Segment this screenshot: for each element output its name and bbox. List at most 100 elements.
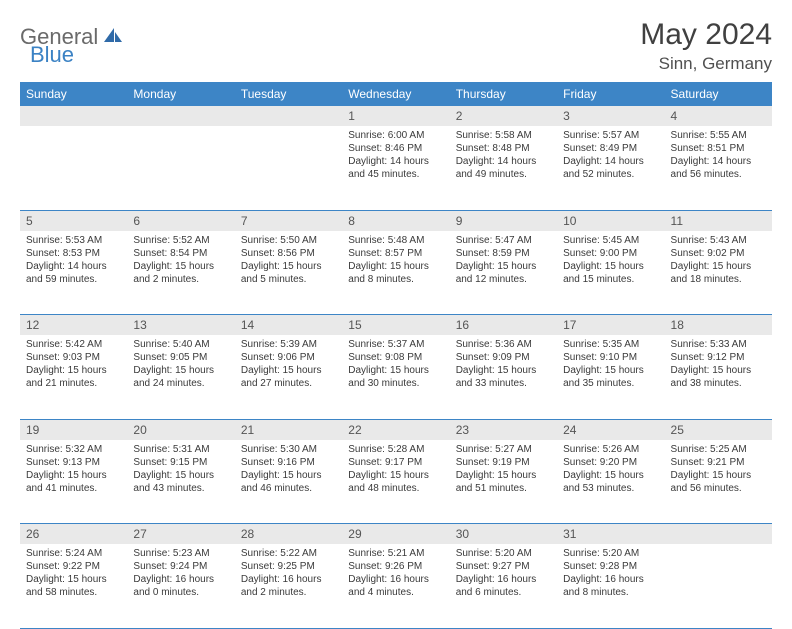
day-details: Sunrise: 5:27 AMSunset: 9:19 PMDaylight:…: [450, 440, 557, 499]
daylight-line: Daylight: 15 hours and 46 minutes.: [241, 469, 336, 495]
sunset-line: Sunset: 8:54 PM: [133, 247, 228, 260]
sunset-line: Sunset: 9:17 PM: [348, 456, 443, 469]
day-cell: [235, 126, 342, 210]
sunrise-line: Sunrise: 5:36 AM: [456, 338, 551, 351]
day-number-cell: 25: [665, 419, 772, 440]
day-number: 22: [342, 420, 449, 440]
day-number: 28: [235, 524, 342, 544]
day-cell: [665, 544, 772, 628]
day-number-cell: 16: [450, 315, 557, 336]
day-number-cell: [20, 106, 127, 126]
week-row: Sunrise: 5:24 AMSunset: 9:22 PMDaylight:…: [20, 544, 772, 628]
sunset-line: Sunset: 9:09 PM: [456, 351, 551, 364]
daylight-line: Daylight: 15 hours and 5 minutes.: [241, 260, 336, 286]
day-cell: Sunrise: 5:31 AMSunset: 9:15 PMDaylight:…: [127, 440, 234, 524]
daylight-line: Daylight: 15 hours and 43 minutes.: [133, 469, 228, 495]
sunset-line: Sunset: 9:10 PM: [563, 351, 658, 364]
week-row: Sunrise: 5:53 AMSunset: 8:53 PMDaylight:…: [20, 231, 772, 315]
day-number-cell: 31: [557, 524, 664, 545]
day-number: 29: [342, 524, 449, 544]
sunrise-line: Sunrise: 5:39 AM: [241, 338, 336, 351]
day-cell: Sunrise: 5:57 AMSunset: 8:49 PMDaylight:…: [557, 126, 664, 210]
daylight-line: Daylight: 15 hours and 48 minutes.: [348, 469, 443, 495]
sunset-line: Sunset: 9:08 PM: [348, 351, 443, 364]
day-details: Sunrise: 5:57 AMSunset: 8:49 PMDaylight:…: [557, 126, 664, 185]
daylight-line: Daylight: 15 hours and 15 minutes.: [563, 260, 658, 286]
day-number: [127, 106, 234, 126]
sunrise-line: Sunrise: 5:30 AM: [241, 443, 336, 456]
day-number-cell: 30: [450, 524, 557, 545]
day-cell: Sunrise: 5:28 AMSunset: 9:17 PMDaylight:…: [342, 440, 449, 524]
day-cell: Sunrise: 5:20 AMSunset: 9:28 PMDaylight:…: [557, 544, 664, 628]
daylight-line: Daylight: 15 hours and 41 minutes.: [26, 469, 121, 495]
day-cell: Sunrise: 5:47 AMSunset: 8:59 PMDaylight:…: [450, 231, 557, 315]
day-number-cell: 14: [235, 315, 342, 336]
sunset-line: Sunset: 9:20 PM: [563, 456, 658, 469]
day-details: Sunrise: 5:32 AMSunset: 9:13 PMDaylight:…: [20, 440, 127, 499]
logo-sail-icon: [102, 26, 124, 49]
logo-text-blue: Blue: [30, 42, 74, 68]
weekday-header: Monday: [127, 82, 234, 106]
day-details: Sunrise: 5:42 AMSunset: 9:03 PMDaylight:…: [20, 335, 127, 394]
day-cell: Sunrise: 5:53 AMSunset: 8:53 PMDaylight:…: [20, 231, 127, 315]
daylight-line: Daylight: 14 hours and 45 minutes.: [348, 155, 443, 181]
weekday-header: Friday: [557, 82, 664, 106]
day-cell: Sunrise: 5:48 AMSunset: 8:57 PMDaylight:…: [342, 231, 449, 315]
day-cell: Sunrise: 5:25 AMSunset: 9:21 PMDaylight:…: [665, 440, 772, 524]
day-number: [235, 106, 342, 126]
daylight-line: Daylight: 15 hours and 51 minutes.: [456, 469, 551, 495]
sunset-line: Sunset: 9:02 PM: [671, 247, 766, 260]
day-number: 21: [235, 420, 342, 440]
day-number: 6: [127, 211, 234, 231]
sunrise-line: Sunrise: 5:42 AM: [26, 338, 121, 351]
day-number: 4: [665, 106, 772, 126]
sunrise-line: Sunrise: 5:48 AM: [348, 234, 443, 247]
day-number: 30: [450, 524, 557, 544]
day-details: Sunrise: 5:45 AMSunset: 9:00 PMDaylight:…: [557, 231, 664, 290]
daylight-line: Daylight: 15 hours and 21 minutes.: [26, 364, 121, 390]
day-number-cell: 1: [342, 106, 449, 126]
day-number: 19: [20, 420, 127, 440]
day-details: Sunrise: 5:55 AMSunset: 8:51 PMDaylight:…: [665, 126, 772, 185]
day-cell: Sunrise: 5:20 AMSunset: 9:27 PMDaylight:…: [450, 544, 557, 628]
daylight-line: Daylight: 16 hours and 4 minutes.: [348, 573, 443, 599]
day-details: Sunrise: 5:24 AMSunset: 9:22 PMDaylight:…: [20, 544, 127, 603]
sunset-line: Sunset: 9:06 PM: [241, 351, 336, 364]
day-number-cell: 27: [127, 524, 234, 545]
daylight-line: Daylight: 14 hours and 49 minutes.: [456, 155, 551, 181]
day-details: Sunrise: 5:37 AMSunset: 9:08 PMDaylight:…: [342, 335, 449, 394]
day-cell: Sunrise: 5:58 AMSunset: 8:48 PMDaylight:…: [450, 126, 557, 210]
day-number-cell: 9: [450, 210, 557, 231]
day-cell: Sunrise: 5:27 AMSunset: 9:19 PMDaylight:…: [450, 440, 557, 524]
day-number-cell: 26: [20, 524, 127, 545]
sunrise-line: Sunrise: 5:58 AM: [456, 129, 551, 142]
daylight-line: Daylight: 15 hours and 56 minutes.: [671, 469, 766, 495]
sunset-line: Sunset: 8:51 PM: [671, 142, 766, 155]
sunrise-line: Sunrise: 6:00 AM: [348, 129, 443, 142]
daylight-line: Daylight: 16 hours and 0 minutes.: [133, 573, 228, 599]
day-details: Sunrise: 5:40 AMSunset: 9:05 PMDaylight:…: [127, 335, 234, 394]
day-cell: Sunrise: 5:40 AMSunset: 9:05 PMDaylight:…: [127, 335, 234, 419]
day-number: 10: [557, 211, 664, 231]
page-title: May 2024: [640, 18, 772, 52]
day-details: Sunrise: 5:48 AMSunset: 8:57 PMDaylight:…: [342, 231, 449, 290]
day-details: Sunrise: 6:00 AMSunset: 8:46 PMDaylight:…: [342, 126, 449, 185]
day-details: Sunrise: 5:22 AMSunset: 9:25 PMDaylight:…: [235, 544, 342, 603]
sunset-line: Sunset: 9:24 PM: [133, 560, 228, 573]
week-daynum-row: 262728293031: [20, 524, 772, 545]
sunset-line: Sunset: 9:26 PM: [348, 560, 443, 573]
day-number-cell: 20: [127, 419, 234, 440]
sunrise-line: Sunrise: 5:28 AM: [348, 443, 443, 456]
sunset-line: Sunset: 8:53 PM: [26, 247, 121, 260]
day-details: Sunrise: 5:36 AMSunset: 9:09 PMDaylight:…: [450, 335, 557, 394]
day-number-cell: 15: [342, 315, 449, 336]
day-number-cell: [127, 106, 234, 126]
day-number: 15: [342, 315, 449, 335]
day-cell: Sunrise: 5:36 AMSunset: 9:09 PMDaylight:…: [450, 335, 557, 419]
sunrise-line: Sunrise: 5:31 AM: [133, 443, 228, 456]
day-details: Sunrise: 5:50 AMSunset: 8:56 PMDaylight:…: [235, 231, 342, 290]
daylight-line: Daylight: 14 hours and 56 minutes.: [671, 155, 766, 181]
day-number-cell: 22: [342, 419, 449, 440]
day-cell: Sunrise: 5:50 AMSunset: 8:56 PMDaylight:…: [235, 231, 342, 315]
day-number-cell: 13: [127, 315, 234, 336]
